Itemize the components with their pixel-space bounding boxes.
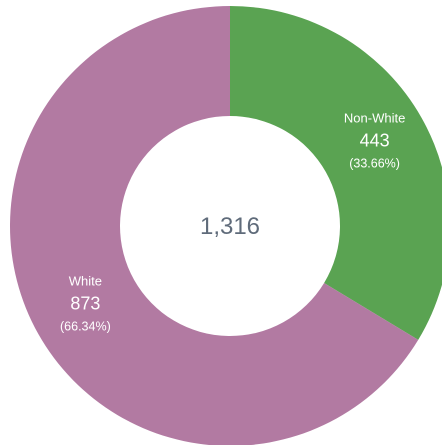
slices-layer (10, 6, 442, 445)
slice-label-percent-non-white: (33.66%) (349, 156, 400, 170)
labels-layer: Non-White 443 (33.66%) White 873 (66.34%) (60, 110, 405, 333)
slice-label-name-non-white: Non-White (344, 110, 405, 125)
slice-non-white[interactable] (230, 6, 442, 340)
slice-label-name-white: White (69, 274, 102, 289)
slice-label-value-white: 873 (70, 294, 100, 314)
slice-label-value-non-white: 443 (360, 130, 390, 150)
center-total-label: 1,316 (200, 213, 260, 240)
slice-white[interactable] (10, 6, 419, 445)
slice-label-percent-white: (66.34%) (60, 320, 111, 334)
